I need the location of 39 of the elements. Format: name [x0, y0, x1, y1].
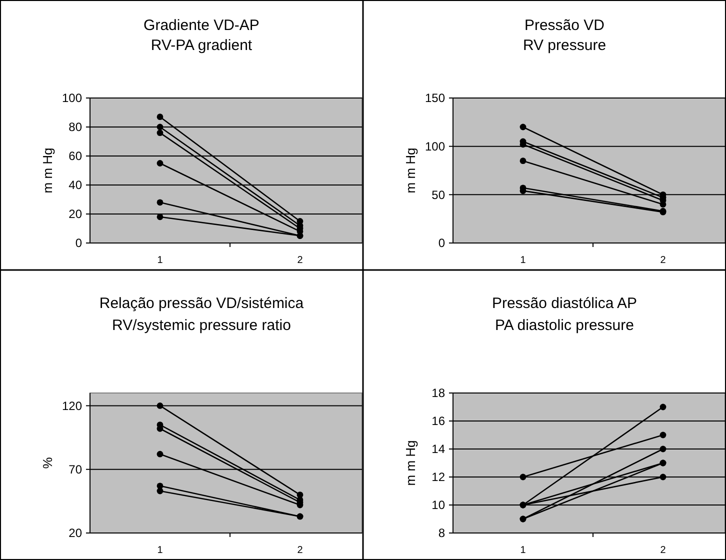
- chart-subtitle: RV/systemic pressure ratio: [112, 317, 291, 334]
- chart-subtitle: RV-PA gradient: [150, 37, 253, 54]
- y-tick-label: 100: [62, 91, 82, 106]
- y-tick-label: 150: [424, 91, 446, 106]
- y-axis-title: m m Hg: [403, 440, 418, 486]
- x-tick-label: 2: [297, 545, 304, 556]
- x-tick-label: 2: [660, 545, 666, 556]
- y-axis-title: m m Hg: [403, 148, 418, 194]
- y-tick-label: 12: [432, 470, 446, 484]
- y-tick-label: 20: [68, 207, 82, 222]
- y-tick-label: 8: [438, 526, 446, 540]
- chart-subtitle: PA diastolic pressure: [495, 317, 634, 334]
- y-tick-label: 14: [432, 442, 446, 456]
- y-tick-label: 60: [68, 149, 82, 164]
- y-tick-label: 50: [432, 188, 446, 202]
- chart-title: Pressão VD: [524, 17, 605, 34]
- y-tick-label: 16: [432, 414, 446, 428]
- y-tick-label: 20: [68, 526, 82, 540]
- chart-title: Gradiente VD-AP: [144, 17, 260, 34]
- x-tick-label: 2: [297, 255, 304, 266]
- y-tick-label: 0: [75, 236, 82, 250]
- y-axis-title: m m Hg: [40, 148, 55, 194]
- y-tick-label: 0: [438, 236, 446, 250]
- x-tick-label: 1: [520, 545, 526, 556]
- chart-subtitle: RV pressure: [522, 37, 606, 54]
- chart-title: Relação pressão VD/sistémica: [99, 295, 304, 312]
- y-axis-title: %: [40, 456, 55, 469]
- y-tick-label: 100: [424, 140, 446, 154]
- y-tick-label: 10: [432, 498, 446, 512]
- y-tick-label: 18: [432, 386, 446, 400]
- y-tick-label: 120: [62, 398, 82, 413]
- y-tick-label: 80: [68, 120, 82, 134]
- x-tick-label: 1: [520, 255, 526, 266]
- chart-title: Pressão diastólica AP: [492, 295, 638, 312]
- y-tick-label: 70: [68, 462, 82, 477]
- x-tick-label: 1: [157, 545, 164, 556]
- x-tick-label: 2: [660, 255, 666, 266]
- y-tick-label: 40: [68, 178, 82, 192]
- x-tick-label: 1: [157, 255, 164, 266]
